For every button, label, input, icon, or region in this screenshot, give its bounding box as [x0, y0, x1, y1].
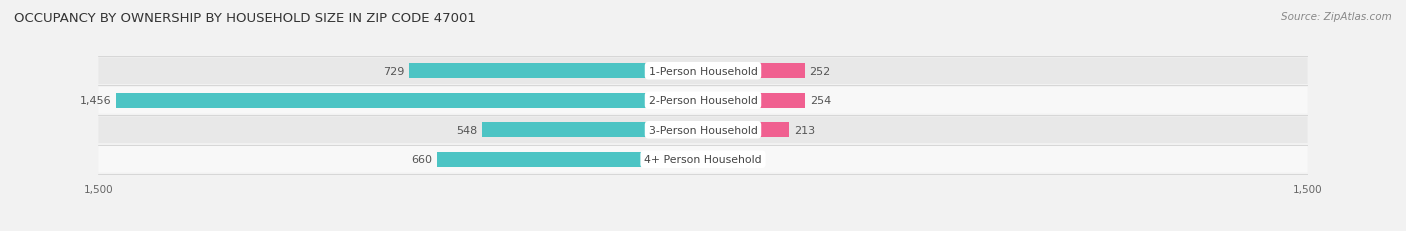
Text: 548: 548 [456, 125, 477, 135]
Text: 90: 90 [744, 155, 758, 164]
Text: 729: 729 [382, 67, 405, 76]
Bar [117, 93, 703, 108]
FancyBboxPatch shape [98, 58, 1308, 85]
Text: 4+ Person Household: 4+ Person Household [644, 155, 762, 164]
FancyBboxPatch shape [98, 117, 1308, 143]
Text: 1,456: 1,456 [80, 96, 111, 106]
Bar [482, 123, 703, 138]
Bar [703, 152, 740, 167]
Text: 213: 213 [793, 125, 815, 135]
Text: 660: 660 [411, 155, 432, 164]
FancyBboxPatch shape [98, 146, 1308, 173]
Bar [703, 123, 789, 138]
Bar [437, 152, 703, 167]
Text: 3-Person Household: 3-Person Household [648, 125, 758, 135]
Bar [409, 64, 703, 79]
Text: 2-Person Household: 2-Person Household [648, 96, 758, 106]
Text: 254: 254 [810, 96, 831, 106]
Bar [703, 93, 806, 108]
Text: Source: ZipAtlas.com: Source: ZipAtlas.com [1281, 12, 1392, 21]
Text: OCCUPANCY BY OWNERSHIP BY HOUSEHOLD SIZE IN ZIP CODE 47001: OCCUPANCY BY OWNERSHIP BY HOUSEHOLD SIZE… [14, 12, 477, 24]
FancyBboxPatch shape [98, 88, 1308, 114]
Text: 1-Person Household: 1-Person Household [648, 67, 758, 76]
Text: 252: 252 [810, 67, 831, 76]
Bar [703, 64, 804, 79]
